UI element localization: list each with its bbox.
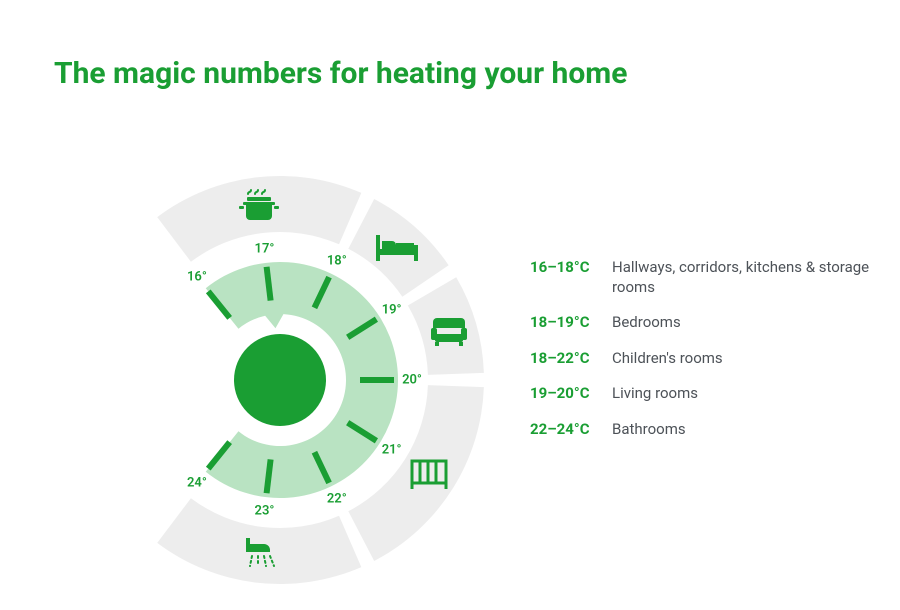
tick-label: 24° xyxy=(187,475,207,490)
dial-center xyxy=(234,334,326,426)
tick-label: 22° xyxy=(327,492,347,507)
legend-desc: Hallways, corridors, kitchens & storage … xyxy=(612,258,870,297)
bed-icon xyxy=(376,235,418,261)
thermostat-dial: 16° 17° 18° 19° 20° 21° 22° 23° 24° xyxy=(60,150,500,580)
legend-row: 19–20°CLiving rooms xyxy=(530,384,870,404)
tick-label: 17° xyxy=(255,241,275,256)
tick-label: 20° xyxy=(402,373,422,388)
dial-tick xyxy=(267,267,271,301)
legend-range: 18–22°C xyxy=(530,349,612,369)
legend-desc: Bathrooms xyxy=(612,420,686,440)
legend-desc: Bedrooms xyxy=(612,313,681,333)
legend-range: 16–18°C xyxy=(530,258,612,278)
shower-icon xyxy=(242,538,276,572)
legend-row: 16–18°CHallways, corridors, kitchens & s… xyxy=(530,258,870,297)
page-title: The magic numbers for heating your home xyxy=(54,56,627,91)
pot-icon xyxy=(239,188,279,222)
tick-label: 18° xyxy=(327,253,347,268)
legend-range: 19–20°C xyxy=(530,384,612,404)
legend-desc: Living rooms xyxy=(612,384,698,404)
legend-row: 18–19°CBedrooms xyxy=(530,313,870,333)
legend-row: 18–22°CChildren's rooms xyxy=(530,349,870,369)
tick-label: 16° xyxy=(187,270,207,285)
crib-icon xyxy=(410,459,448,489)
dial-svg xyxy=(60,150,500,610)
tick-label: 23° xyxy=(255,504,275,519)
legend-range: 18–19°C xyxy=(530,313,612,333)
tick-label: 21° xyxy=(382,443,402,458)
sofa-icon xyxy=(431,316,467,346)
legend-desc: Children's rooms xyxy=(612,349,723,369)
legend-row: 22–24°CBathrooms xyxy=(530,420,870,440)
legend: 16–18°CHallways, corridors, kitchens & s… xyxy=(530,258,870,455)
tick-label: 19° xyxy=(382,302,402,317)
dial-tick xyxy=(267,459,271,493)
legend-range: 22–24°C xyxy=(530,420,612,440)
